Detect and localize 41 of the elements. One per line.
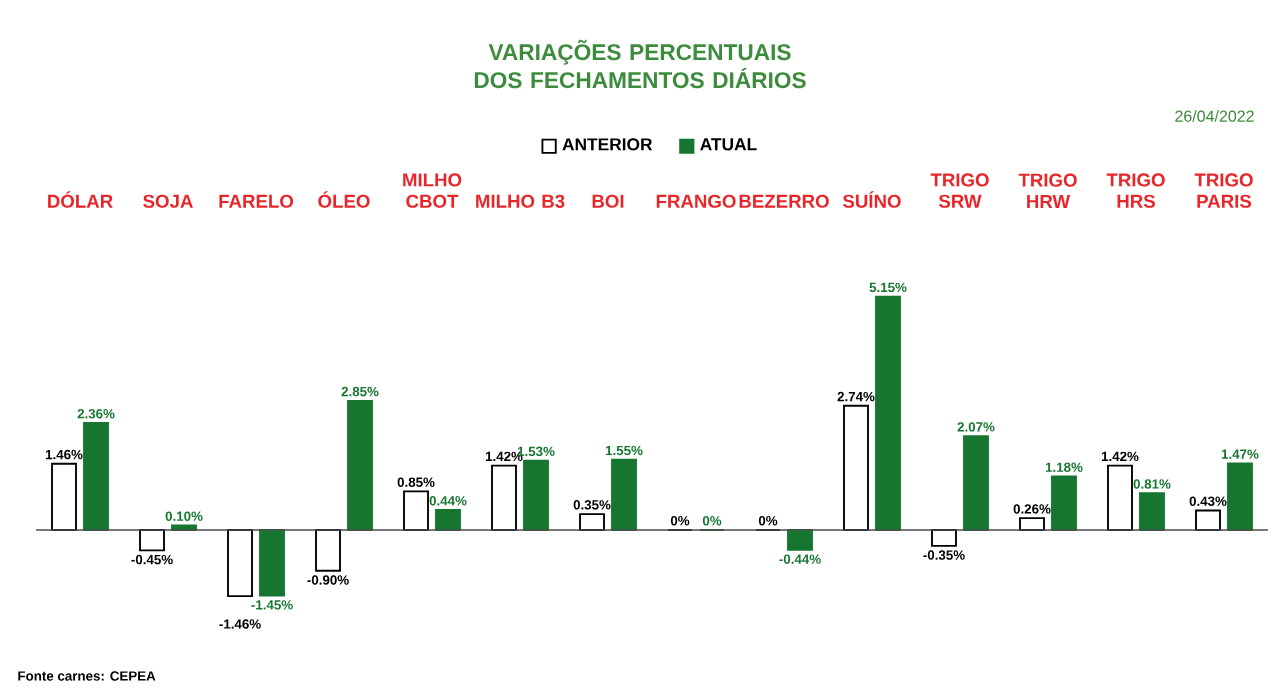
bar <box>51 462 77 531</box>
legend-label: ANTERIOR <box>562 138 653 151</box>
x-tick-label: MILHO CBOT <box>403 173 462 208</box>
legend-label: ATUAL <box>700 138 757 151</box>
bar <box>139 529 165 552</box>
x-tick-label: TRIGO PARIS <box>1194 173 1253 208</box>
bar <box>611 458 637 531</box>
x-tick-label: FARELO <box>219 194 294 208</box>
x-tick-label: ÓLEO <box>318 191 370 208</box>
bar <box>843 404 869 531</box>
x-tick-label: TRIGO HRS <box>1106 173 1165 208</box>
chart-title: VARIAÇÕES PERCENTUAIS DOS FECHAMENTOS DIÁRIOS <box>474 39 806 89</box>
x-tick-label: MILHO B3 <box>476 194 565 208</box>
bar <box>787 529 813 551</box>
x-tick-label: BOI <box>592 194 624 208</box>
bar <box>1195 509 1221 531</box>
bar <box>931 529 957 547</box>
bar <box>259 529 285 597</box>
bar <box>403 490 429 531</box>
x-tick-label: FRANGO <box>656 194 736 208</box>
bar <box>579 513 605 531</box>
x-tick-label: BEZERRO <box>739 194 829 208</box>
text: 26/04/2022 <box>1175 110 1254 122</box>
bar <box>315 529 341 572</box>
bar <box>83 422 109 531</box>
bar <box>963 435 989 531</box>
x-tick-label: SUÍNO <box>842 191 901 208</box>
bar <box>1107 464 1133 531</box>
bar <box>875 295 901 531</box>
bar <box>1051 475 1077 531</box>
bar <box>1139 492 1165 531</box>
bar <box>227 529 253 598</box>
x-tick-label: DÓLAR <box>48 191 113 208</box>
x-tick-label: TRIGO SRW <box>930 173 989 208</box>
bar <box>347 399 373 531</box>
bar <box>491 464 517 531</box>
bar <box>1227 462 1253 531</box>
bar <box>435 509 461 531</box>
x-tick-label: TRIGO HRW <box>1018 173 1077 208</box>
x-tick-label: SOJA <box>143 194 193 208</box>
bar <box>523 459 549 531</box>
